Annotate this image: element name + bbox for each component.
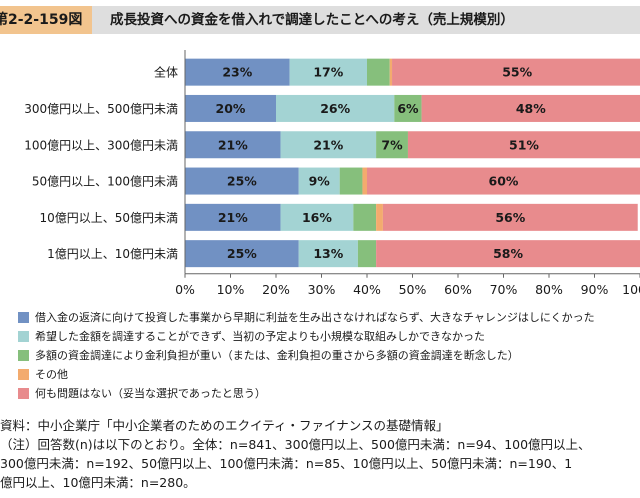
legend-item: 多額の資金調達により金利負担が重い（または、金利負担の重さから多額の資金調達を断… xyxy=(18,346,638,365)
data-label: 16% xyxy=(302,210,332,225)
x-tick-label: 100% xyxy=(622,282,640,296)
category-label: 1億円以上、10億円未満 xyxy=(47,247,178,261)
data-label: 26% xyxy=(320,101,350,116)
chart-legend: 借入金の返済に向けて投資した事業から早期に利益を生み出さなければならず、大きなチ… xyxy=(18,308,638,403)
respondent-note-line-1: （注）回答数(n)は以下のとおり。全体：n=841、300億円以上、500億円未… xyxy=(0,437,591,452)
data-label: 55% xyxy=(502,65,532,80)
bar-segment xyxy=(289,58,367,86)
data-label: 6% xyxy=(397,101,419,116)
bar-segment xyxy=(357,240,377,268)
legend-swatch xyxy=(18,388,29,399)
bar-segment xyxy=(376,240,640,268)
bar-segment xyxy=(421,94,640,122)
bar-segment xyxy=(394,94,422,122)
category-label: 100億円以上、300億円未満 xyxy=(24,138,178,152)
legend-swatch xyxy=(18,369,29,380)
bar-segment xyxy=(382,203,638,231)
category-label: 300億円以上、500億円未満 xyxy=(24,102,178,116)
x-tick-label: 20% xyxy=(262,282,290,296)
data-label: 13% xyxy=(313,246,343,261)
bar-segment xyxy=(376,131,408,159)
bar-segment xyxy=(362,167,367,195)
stacked-bar-chart: 23% 17% 55% 20% 26% 6% 48% 21% 21% 7% 51% 25% 9% 60% 2… xyxy=(24,50,640,296)
x-tick-label: 90% xyxy=(581,282,609,296)
bar-segment xyxy=(353,203,377,231)
category-label: 10億円以上、50億円未満 xyxy=(39,211,178,225)
data-label: 21% xyxy=(218,137,248,152)
legend-item: 借入金の返済に向けて投資した事業から早期に利益を生み出さなければならず、大きなチ… xyxy=(18,308,638,327)
x-tick-label: 30% xyxy=(308,282,336,296)
data-label: 25% xyxy=(227,246,257,261)
legend-swatch xyxy=(18,312,29,323)
notes-block: 資料：中小企業庁「中小企業者のためのエクイティ・ファイナンスの基礎情報」 （注）… xyxy=(0,416,640,492)
bar-segment xyxy=(185,58,290,86)
bar-segment xyxy=(280,131,377,159)
bar-segment xyxy=(280,203,354,231)
figure-title-bar: 第2-2-159図 成長投資への資金を借入れで調達したことへの考え（売上規模別） xyxy=(0,6,640,34)
data-label: 51% xyxy=(509,137,539,152)
x-tick-label: 70% xyxy=(490,282,518,296)
bar-segment xyxy=(276,94,395,122)
data-label: 21% xyxy=(313,137,343,152)
bar-segment xyxy=(185,167,299,195)
data-label: 9% xyxy=(309,174,331,189)
x-tick-label: 0% xyxy=(175,282,195,296)
data-label: 23% xyxy=(222,65,252,80)
data-label: 17% xyxy=(313,65,343,80)
bar-segment xyxy=(185,203,281,231)
legend-swatch xyxy=(18,350,29,361)
respondent-note-line-2: 300億円未満：n=192、50億円以上、100億円未満：n=85、10億円以上… xyxy=(0,456,573,471)
data-label: 56% xyxy=(495,210,525,225)
bar-segment xyxy=(392,58,640,86)
respondent-note-line-3: 億円以上、10億円未満：n=280。 xyxy=(0,475,196,490)
category-label: 50億円以上、100億円未満 xyxy=(32,175,178,189)
bar-segment xyxy=(367,58,390,86)
data-label: 48% xyxy=(516,101,546,116)
legend-label: 借入金の返済に向けて投資した事業から早期に利益を生み出さなければならず、大きなチ… xyxy=(35,311,595,324)
data-label: 25% xyxy=(227,174,257,189)
legend-item: 希望した金額を調達することができず、当初の予定よりも小規模な取組みしかできなかっ… xyxy=(18,327,638,346)
legend-label: 何も問題はない（妥当な選択であったと思う） xyxy=(35,387,266,400)
legend-item: 何も問題はない（妥当な選択であったと思う） xyxy=(18,384,638,403)
bar-segment xyxy=(367,167,640,195)
source-note: 資料：中小企業庁「中小企業者のためのエクイティ・ファイナンスの基礎情報」 xyxy=(0,418,449,433)
x-tick-label: 10% xyxy=(217,282,245,296)
bar-segment xyxy=(185,131,281,159)
bar-segment xyxy=(185,94,276,122)
data-label: 7% xyxy=(381,137,403,152)
data-label: 21% xyxy=(218,210,248,225)
x-tick-label: 80% xyxy=(535,282,563,296)
legend-item: その他 xyxy=(18,365,638,384)
legend-label: その他 xyxy=(35,368,68,381)
bar-segment xyxy=(376,203,383,231)
x-tick-label: 50% xyxy=(399,282,427,296)
legend-swatch xyxy=(18,331,29,342)
data-label: 58% xyxy=(493,246,523,261)
data-label: 60% xyxy=(489,174,519,189)
bar-segment xyxy=(407,131,640,159)
bar-segment xyxy=(298,240,358,268)
legend-label: 希望した金額を調達することができず、当初の予定よりも小規模な取組みしかできなかっ… xyxy=(35,330,486,343)
figure-number: 第2-2-159図 xyxy=(0,6,92,34)
bar-segment xyxy=(339,167,363,195)
figure-title: 成長投資への資金を借入れで調達したことへの考え（売上規模別） xyxy=(110,12,514,28)
data-label: 20% xyxy=(216,101,246,116)
category-label: 全体 xyxy=(154,65,178,80)
x-tick-label: 60% xyxy=(444,282,472,296)
legend-label: 多額の資金調達により金利負担が重い（または、金利負担の重さから多額の資金調達を断… xyxy=(35,349,519,362)
bar-segment xyxy=(298,167,340,195)
x-tick-label: 40% xyxy=(353,282,381,296)
bar-segment xyxy=(389,58,393,86)
bar-segment xyxy=(185,240,299,268)
